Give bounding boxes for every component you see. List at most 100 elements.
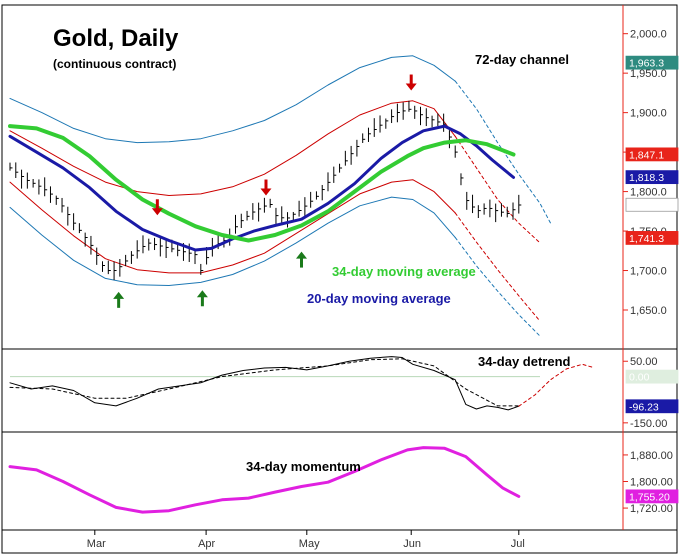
momentum-panel: 1,880.00 1,800.00 1,720.00 1,755.20 34-day… [8, 446, 679, 515]
price-bar [506, 206, 510, 218]
price-bar [385, 118, 389, 129]
price-bar [263, 197, 267, 213]
72-day-channel-outer-upper-line [9, 55, 456, 144]
price-bar [125, 254, 129, 267]
price-bar [373, 118, 377, 137]
x-tick-label: May [299, 538, 320, 550]
price-bar [344, 150, 348, 166]
x-tick-label: Jun [403, 538, 421, 550]
ma20-label: 20-day moving average [307, 291, 451, 306]
price-bar [194, 250, 198, 265]
detrend-y-ticks: 50.00 -150.00 [623, 356, 667, 430]
momentum-label: 34-day momentum [246, 459, 361, 474]
price-bar [518, 194, 522, 214]
price-bar [333, 166, 337, 183]
72-day-channel-inner-upper-line [9, 100, 456, 196]
price-bar [298, 200, 302, 217]
price-bar [315, 191, 319, 200]
x-tick-label: Jul [511, 538, 525, 550]
price-bar [391, 109, 395, 124]
price-bar [379, 115, 383, 133]
momentum-value-tags: 1,755.20 [625, 489, 679, 503]
price-bar [148, 238, 152, 251]
value-tag: 1,963.3 [625, 55, 679, 70]
price-bar [84, 232, 88, 247]
price-bar [304, 197, 308, 217]
price-series [8, 55, 552, 337]
price-bar [113, 261, 117, 281]
price-bar [44, 177, 48, 197]
price-bar [258, 202, 262, 222]
y-tick-label: 1,720.00 [630, 503, 673, 515]
price-bar [454, 145, 458, 158]
price-bar [420, 106, 424, 126]
price-bar [425, 108, 429, 127]
price-bar [512, 202, 516, 220]
price-bar [32, 179, 36, 188]
price-bar [448, 130, 452, 149]
value-tag: 1,818.3 [625, 170, 679, 184]
price-bar [61, 197, 65, 213]
price-bar [367, 127, 371, 142]
value-tag-label: 1,783.3 [629, 200, 664, 212]
price-bar [26, 172, 30, 189]
price-bar [15, 162, 19, 179]
chart-title: Gold, Daily [53, 25, 179, 52]
value-tag: -96.23 [625, 399, 679, 413]
value-tag: 1,755.20 [625, 489, 679, 503]
price-bar [96, 247, 100, 265]
y-tick-label: 2,000.0 [630, 29, 667, 41]
value-tag: 1,741.3 [625, 231, 679, 245]
72-day-channel-outer-upper-projection-line [454, 80, 552, 224]
y-tick-label: 1,880.00 [630, 450, 673, 462]
sell-arrow-marker [260, 179, 272, 196]
x-tick-label: Mar [87, 538, 106, 550]
price-bar [281, 206, 285, 226]
price-bar [107, 260, 111, 275]
value-tag-label: 1,847.1 [629, 149, 664, 161]
price-bar [472, 194, 476, 214]
price-bar [489, 199, 493, 218]
price-bar [477, 205, 481, 219]
price-bar [310, 191, 314, 208]
value-tag-label: 1,963.3 [629, 58, 664, 70]
momentum-series [8, 446, 521, 514]
price-bar [165, 239, 169, 258]
price-bar [78, 223, 82, 234]
34-day-moving-average-line [8, 124, 516, 243]
price-bar [414, 105, 418, 119]
price-bar [240, 213, 244, 228]
value-tag-label: 0.00 [629, 372, 650, 384]
72-day-channel-inner-lower-line [9, 179, 456, 274]
price-bar [287, 212, 291, 228]
price-bar [292, 211, 296, 221]
y-tick-label: 1,800.00 [630, 477, 673, 489]
detrend-oscillator-smoothed-line [9, 358, 520, 407]
price-panel: 2,000.01,950.01,900.01,850.01,800.01,750… [8, 25, 679, 337]
price-bar [142, 235, 146, 254]
price-bar [431, 115, 435, 128]
price-bar [136, 240, 140, 259]
price-bar [90, 235, 94, 255]
y-tick-label: 1,950.0 [630, 68, 667, 80]
price-bar [246, 210, 250, 221]
price-bar [130, 251, 134, 264]
value-tag-label: 1,741.3 [629, 233, 664, 245]
price-bar [362, 133, 366, 143]
detrend-projection-line [518, 363, 594, 407]
34-day-momentum-line [8, 446, 521, 514]
price-bar [67, 206, 71, 226]
value-tag: 0.00 [625, 369, 679, 384]
price-bar [21, 169, 25, 189]
momentum-y-ticks: 1,880.00 1,800.00 1,720.00 [623, 450, 673, 515]
price-bar [55, 195, 59, 205]
price-bar [408, 100, 412, 112]
price-bar [483, 203, 487, 215]
price-bar [466, 191, 470, 210]
72-day-channel-outer-lower-projection-line [454, 236, 541, 337]
price-bar [159, 238, 163, 257]
y-tick-label: 1,900.0 [630, 108, 667, 120]
price-bar [73, 213, 77, 231]
price-bar [321, 184, 325, 201]
